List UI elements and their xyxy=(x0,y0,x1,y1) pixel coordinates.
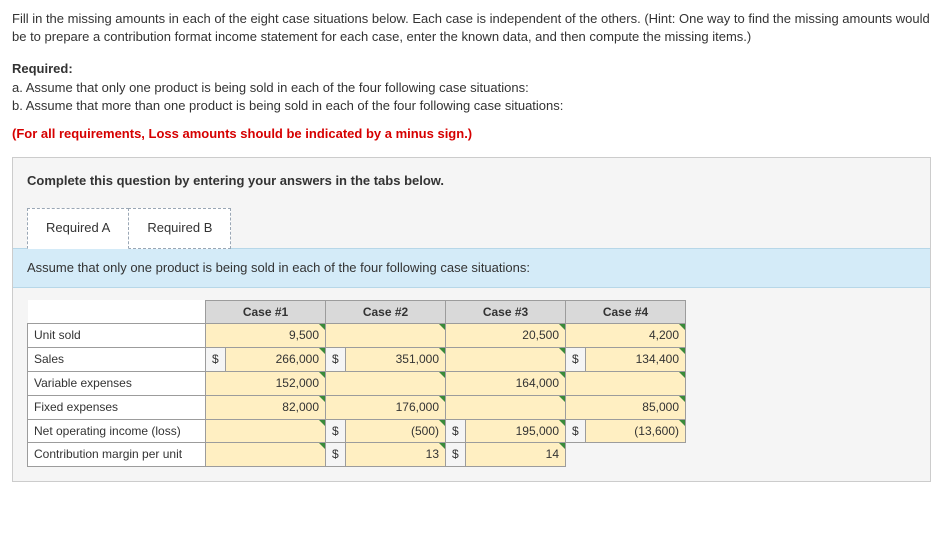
required-label: Required: xyxy=(12,60,931,78)
row-cmpu: Contribution margin per unit xyxy=(28,443,206,467)
c1-sales[interactable]: 266,000 xyxy=(225,348,325,372)
c4-varexp[interactable] xyxy=(566,372,686,396)
col-case1: Case #1 xyxy=(206,300,326,324)
c1-fixexp[interactable]: 82,000 xyxy=(206,395,326,419)
c2-noi-cur: $ xyxy=(326,419,346,443)
c3-unit[interactable]: 20,500 xyxy=(446,324,566,348)
c4-noi[interactable]: (13,600) xyxy=(585,419,685,443)
panel-title: Complete this question by entering your … xyxy=(13,158,930,200)
c2-fixexp[interactable]: 176,000 xyxy=(326,395,446,419)
required-b: b. Assume that more than one product is … xyxy=(12,97,931,115)
c2-noi[interactable]: (500) xyxy=(345,419,445,443)
c3-noi[interactable]: 195,000 xyxy=(465,419,565,443)
c2-unit[interactable] xyxy=(326,324,446,348)
c2-varexp[interactable] xyxy=(326,372,446,396)
c4-sales[interactable]: 134,400 xyxy=(585,348,685,372)
c1-sales-cur: $ xyxy=(206,348,226,372)
c1-cmpu[interactable] xyxy=(206,443,326,467)
c4-sales-cur: $ xyxy=(566,348,586,372)
main-panel: Complete this question by entering your … xyxy=(12,157,931,482)
col-case2: Case #2 xyxy=(326,300,446,324)
c3-cmpu-cur: $ xyxy=(446,443,466,467)
c2-cmpu-cur: $ xyxy=(326,443,346,467)
warning-text: (For all requirements, Loss amounts shou… xyxy=(12,125,931,143)
row-noi: Net operating income (loss) xyxy=(28,419,206,443)
c1-noi[interactable] xyxy=(206,419,326,443)
col-case3: Case #3 xyxy=(446,300,566,324)
row-fixexp: Fixed expenses xyxy=(28,395,206,419)
c4-unit[interactable]: 4,200 xyxy=(566,324,686,348)
c4-noi-cur: $ xyxy=(566,419,586,443)
c3-sales[interactable] xyxy=(446,348,566,372)
c3-cmpu[interactable]: 14 xyxy=(465,443,565,467)
tab-required-a[interactable]: Required A xyxy=(27,208,129,248)
c3-varexp[interactable]: 164,000 xyxy=(446,372,566,396)
c2-sales-cur: $ xyxy=(326,348,346,372)
c2-cmpu[interactable]: 13 xyxy=(345,443,445,467)
required-block: Required: a. Assume that only one produc… xyxy=(12,60,931,115)
col-case4: Case #4 xyxy=(566,300,686,324)
c4-fixexp[interactable]: 85,000 xyxy=(566,395,686,419)
intro-text: Fill in the missing amounts in each of t… xyxy=(12,10,931,46)
case-table: Case #1 Case #2 Case #3 Case #4 Unit sol… xyxy=(27,300,686,468)
row-unit-sold: Unit sold xyxy=(28,324,206,348)
tab-required-b[interactable]: Required B xyxy=(128,208,231,248)
required-a: a. Assume that only one product is being… xyxy=(12,79,931,97)
c1-unit[interactable]: 9,500 xyxy=(206,324,326,348)
row-sales: Sales xyxy=(28,348,206,372)
row-varexp: Variable expenses xyxy=(28,372,206,396)
tabs: Required A Required B xyxy=(13,200,930,248)
c1-varexp[interactable]: 152,000 xyxy=(206,372,326,396)
subbar: Assume that only one product is being so… xyxy=(13,248,930,288)
c3-noi-cur: $ xyxy=(446,419,466,443)
c2-sales[interactable]: 351,000 xyxy=(345,348,445,372)
c3-fixexp[interactable] xyxy=(446,395,566,419)
